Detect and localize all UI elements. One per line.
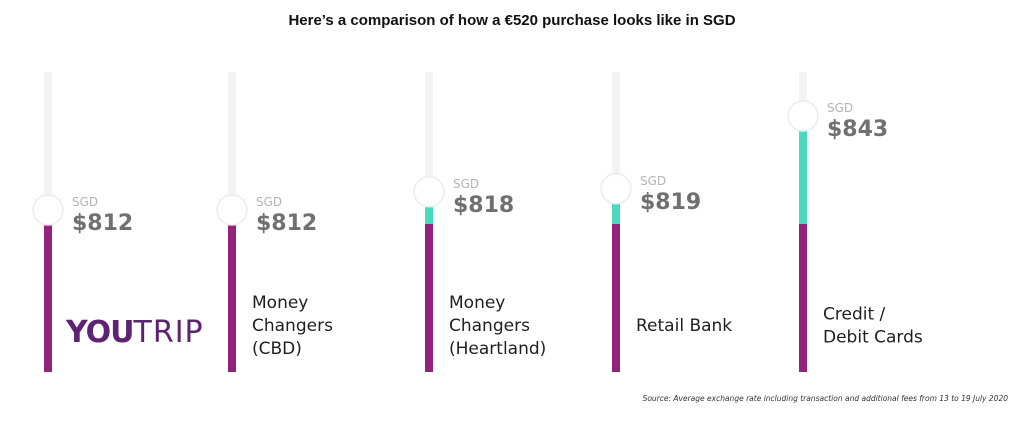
category-label: (CBD) (252, 339, 302, 359)
bar-base-segment (44, 224, 52, 372)
value-marker (600, 173, 632, 205)
category-label: Changers (449, 316, 530, 336)
category-label: Debit Cards (823, 328, 923, 348)
value-label: $818 (453, 193, 514, 218)
value-label: $819 (640, 190, 701, 215)
value-label: $812 (256, 211, 317, 236)
bar-base-segment (425, 224, 433, 372)
value-label: $843 (827, 117, 888, 142)
category-label: Credit / (823, 305, 886, 325)
value-marker (413, 176, 445, 208)
bar-extra-segment (799, 130, 807, 224)
bar-extra-segment (612, 202, 620, 224)
value-marker (787, 100, 819, 132)
logo-part-trip: TRIP (133, 315, 204, 350)
value-currency-label: SGD (827, 101, 853, 115)
value-currency-label: SGD (256, 195, 282, 209)
category-label: Retail Bank (636, 316, 732, 336)
value-marker (216, 194, 248, 226)
value-currency-label: SGD (453, 177, 479, 191)
source-note: Source: Average exchange rate including … (642, 394, 1008, 403)
bar-base-segment (799, 224, 807, 372)
category-label: (Heartland) (449, 339, 546, 359)
category-label: Changers (252, 316, 333, 336)
value-marker (32, 194, 64, 226)
chart-title: Here’s a comparison of how a €520 purcha… (288, 12, 736, 29)
category-label: Money (449, 293, 505, 313)
bar-base-segment (612, 224, 620, 372)
logo-part-you: YOU (65, 315, 134, 350)
category-label: Money (252, 293, 308, 313)
value-currency-label: SGD (72, 195, 98, 209)
youtrip-logo: YOUTRIP (65, 315, 204, 350)
bar-base-segment (228, 224, 236, 372)
bar-extra-segment (425, 205, 433, 224)
value-currency-label: SGD (640, 174, 666, 188)
value-label: $812 (72, 211, 133, 236)
